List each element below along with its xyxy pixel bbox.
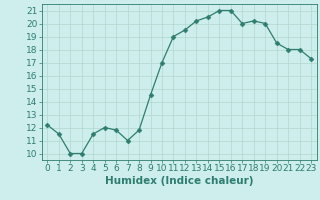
X-axis label: Humidex (Indice chaleur): Humidex (Indice chaleur) (105, 176, 253, 186)
